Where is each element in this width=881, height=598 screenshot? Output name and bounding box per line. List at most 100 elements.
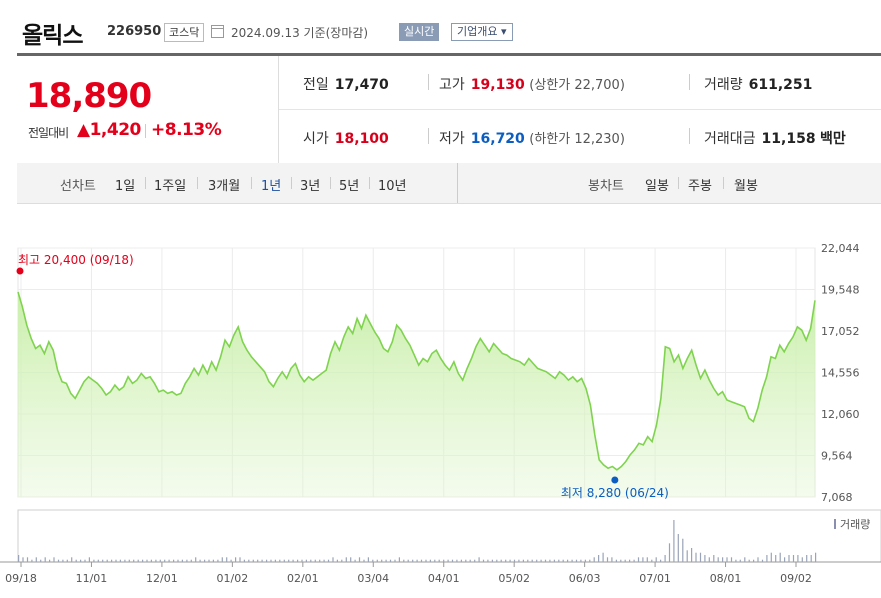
volume-bar (482, 559, 485, 562)
volume-bar (22, 557, 24, 562)
volume-bar (651, 559, 653, 562)
stock-header: 올릭스 226950 코스닥 2024.09.13 기준(장마감) 실시간 기업… (0, 0, 881, 52)
volume-bar (66, 559, 68, 562)
volume-bar (664, 555, 666, 562)
candle-weekly[interactable]: 주봉 (688, 179, 712, 194)
volume-bar (815, 552, 817, 562)
volume-bar (611, 557, 613, 562)
volume-bar (429, 559, 431, 562)
open-label: 시가 (303, 131, 329, 147)
period-1y[interactable]: 1년 (261, 179, 282, 194)
volume-bar (505, 559, 507, 562)
y-tick-label: 12,060 (821, 408, 860, 421)
toolbar-divider (723, 177, 724, 189)
period-5y[interactable]: 5년 (339, 179, 360, 194)
change-divider (145, 124, 146, 138)
volume-bar (509, 559, 511, 562)
volume-bar (248, 559, 250, 562)
volume-bar (75, 559, 77, 562)
volume-bar (292, 559, 294, 562)
x-tick-label: 11/01 (76, 572, 108, 585)
candle-monthly[interactable]: 월봉 (734, 179, 758, 194)
high-value: 19,130 (470, 77, 525, 93)
y-tick-label: 9,564 (821, 450, 853, 463)
cell-divider (428, 128, 429, 144)
volume-bar (128, 559, 130, 562)
volume-bar (372, 559, 374, 562)
period-10y[interactable]: 10년 (378, 179, 407, 194)
volume-bar (443, 559, 445, 562)
realtime-button[interactable]: 실시간 (399, 23, 440, 41)
y-tick-label: 17,052 (821, 325, 860, 338)
volume-bar (243, 559, 245, 562)
period-3y[interactable]: 3년 (300, 179, 321, 194)
volume-bar (155, 559, 157, 562)
volume-bar (279, 559, 281, 562)
volume-bar (739, 559, 741, 562)
volume-legend-swatch (834, 519, 836, 529)
volume-bar (761, 559, 764, 562)
volume-bar (412, 559, 414, 562)
volume-bar (354, 559, 356, 562)
volume-bar (487, 559, 489, 562)
volume-bar (708, 557, 710, 562)
volume-bar (571, 559, 573, 562)
trade-amount: 거래대금 11,158 백만 (704, 128, 846, 148)
period-1w[interactable]: 1주일 (154, 179, 187, 194)
volume-bar (469, 559, 471, 562)
volume-bar (735, 559, 737, 562)
period-1d[interactable]: 1일 (115, 179, 136, 194)
company-overview-button[interactable]: 기업개요 ▾ (451, 23, 513, 41)
volume-bar (748, 559, 750, 562)
change-value: ▲1,420 (77, 120, 141, 140)
volume-bar (111, 559, 113, 562)
volume-bar (204, 559, 206, 562)
quote-basis: 기준(장마감) (303, 26, 369, 40)
open-value: 18,100 (334, 131, 389, 147)
volume-bar (655, 557, 657, 562)
chart-toolbar: 선차트 1일 1주일 3개월 1년 3년 5년 10년 봉차트 일봉 주봉 월봉 (17, 163, 881, 204)
x-tick-label: 01/02 (217, 572, 249, 585)
low-label: 저가 (439, 131, 465, 147)
prev-close: 전일 17,470 (303, 74, 389, 94)
candle-chart-label: 봉차트 (588, 179, 624, 194)
volume-bar (57, 559, 60, 562)
period-3m[interactable]: 3개월 (208, 179, 241, 194)
volume-bar (788, 555, 790, 562)
volume-bar (345, 557, 347, 562)
toolbar-divider (678, 177, 679, 189)
volume-bar (221, 557, 223, 562)
volume-bar (629, 559, 631, 562)
volume-bar (527, 559, 529, 562)
candle-daily[interactable]: 일봉 (645, 179, 669, 194)
volume-bar (544, 559, 547, 562)
volume-bar (266, 559, 268, 562)
volume-bar (230, 559, 232, 562)
volume-bar (261, 559, 263, 562)
volume-bar (598, 555, 600, 562)
volume-legend-label: 거래량 (840, 518, 870, 531)
volume-bar (235, 557, 237, 562)
line-chart-label: 선차트 (60, 179, 96, 194)
toolbar-divider (369, 177, 370, 189)
volume-bar (744, 557, 746, 562)
volume-bar (88, 557, 90, 562)
market-badge: 코스닥 (164, 23, 205, 42)
toolbar-divider (145, 177, 146, 189)
volume-bar (567, 559, 569, 562)
volume-bar (615, 559, 617, 562)
volume-bar (792, 555, 795, 562)
volume-bar (341, 559, 343, 562)
volume-bar (385, 559, 387, 562)
quote-panel: 18,890 전일대비 ▲1,420 +8.13% 전일 17,470 고가 19,… (17, 56, 881, 164)
volume-bar (376, 559, 378, 562)
volume-bar (646, 557, 648, 562)
volume-bar (80, 559, 82, 562)
volume-bar (283, 559, 285, 562)
x-tick-label: 05/02 (498, 572, 530, 585)
volume-bar (35, 557, 37, 562)
volume-bar (257, 559, 259, 562)
lower-limit: (하한가 12,230) (529, 132, 625, 147)
volume-bar (465, 559, 467, 562)
